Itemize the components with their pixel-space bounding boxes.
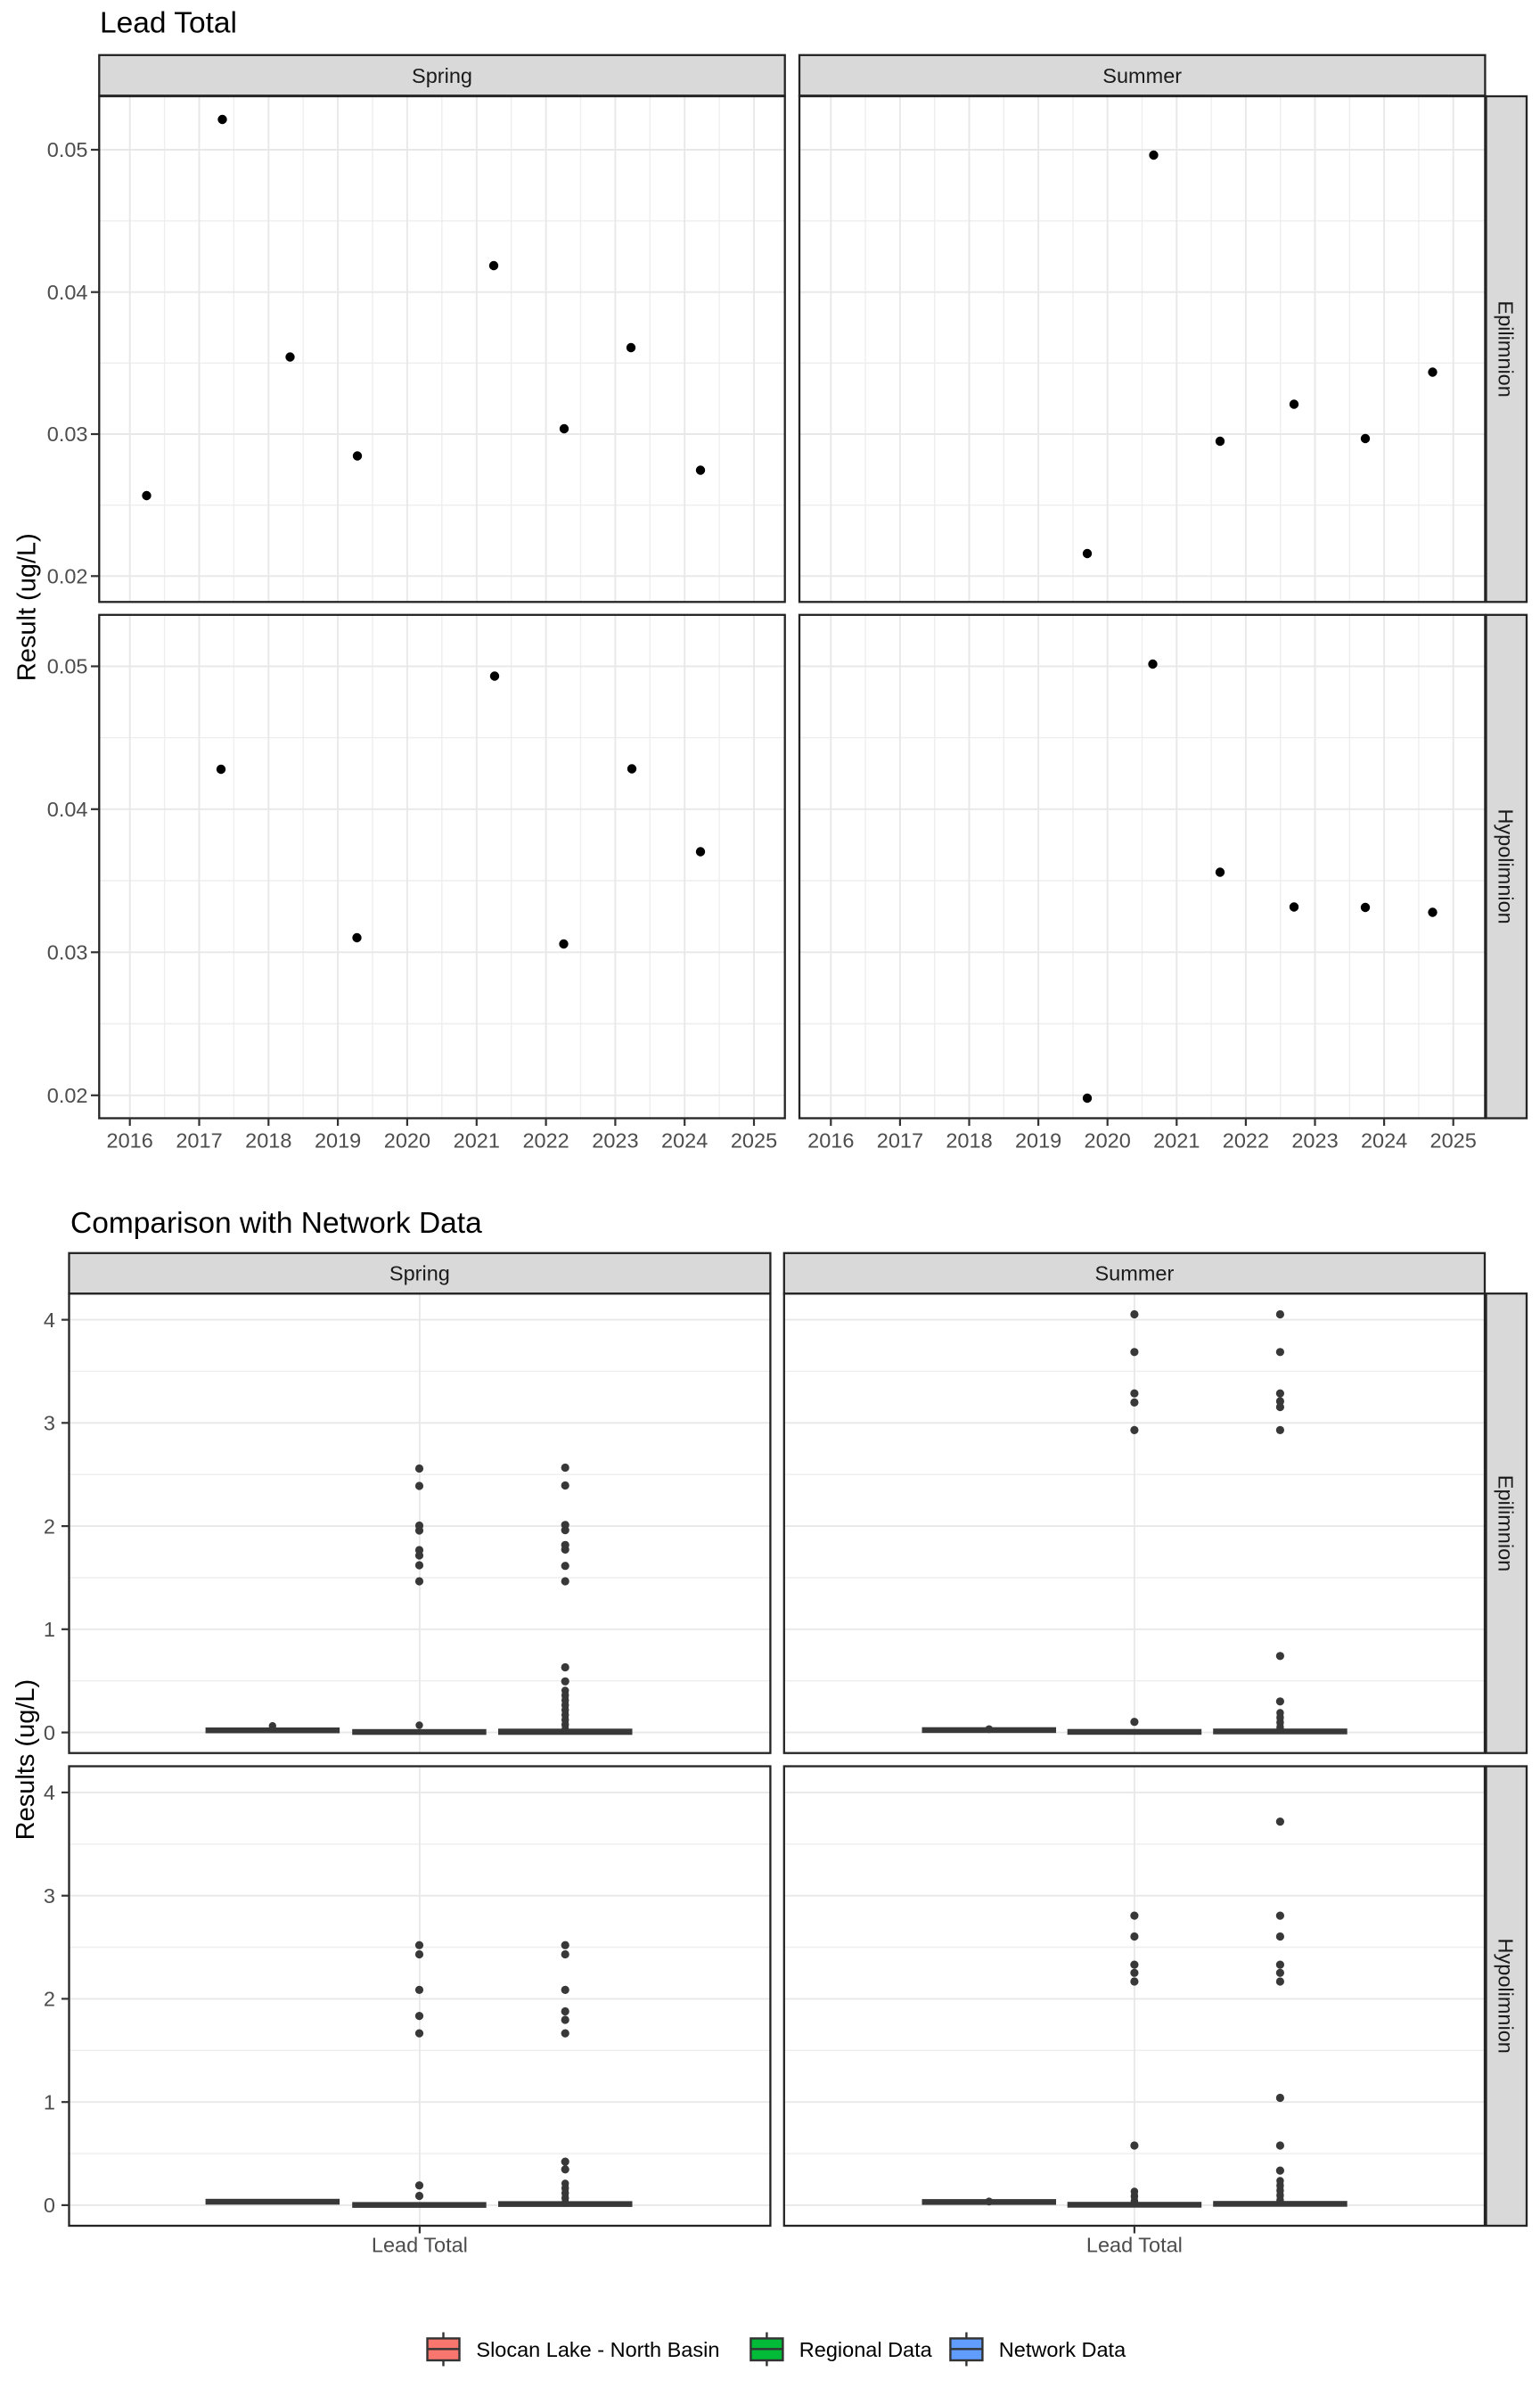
svg-text:Comparison with Network Data: Comparison with Network Data xyxy=(70,1207,482,1240)
svg-text:0: 0 xyxy=(44,1721,55,1744)
svg-text:0.04: 0.04 xyxy=(47,798,88,821)
svg-text:Slocan Lake - North Basin: Slocan Lake - North Basin xyxy=(476,2338,719,2361)
svg-text:2021: 2021 xyxy=(1153,1129,1200,1153)
svg-text:Spring: Spring xyxy=(412,64,472,87)
svg-text:Hypolimnion: Hypolimnion xyxy=(1495,1939,1518,2054)
svg-text:2022: 2022 xyxy=(1223,1129,1269,1153)
svg-text:0.03: 0.03 xyxy=(47,423,88,446)
svg-text:2022: 2022 xyxy=(522,1129,569,1153)
svg-text:Lead Total: Lead Total xyxy=(1086,2234,1183,2257)
svg-text:0.04: 0.04 xyxy=(47,281,88,304)
svg-text:2017: 2017 xyxy=(877,1129,923,1153)
svg-text:Lead Total: Lead Total xyxy=(100,7,237,40)
svg-text:2: 2 xyxy=(44,1514,55,1538)
svg-text:Epilimnion: Epilimnion xyxy=(1495,1475,1518,1571)
svg-text:0.03: 0.03 xyxy=(47,941,88,964)
svg-text:Result (ug/L): Result (ug/L) xyxy=(12,533,41,681)
svg-text:0.02: 0.02 xyxy=(47,565,88,588)
svg-text:2018: 2018 xyxy=(946,1129,992,1153)
svg-text:2018: 2018 xyxy=(245,1129,291,1153)
svg-text:2017: 2017 xyxy=(176,1129,222,1153)
svg-text:2019: 2019 xyxy=(315,1129,361,1153)
svg-text:0.02: 0.02 xyxy=(47,1084,88,1107)
svg-text:2025: 2025 xyxy=(1430,1129,1477,1153)
svg-text:3: 3 xyxy=(44,1884,55,1908)
svg-text:3: 3 xyxy=(44,1412,55,1435)
svg-text:Hypolimnion: Hypolimnion xyxy=(1495,808,1518,923)
svg-text:Lead Total: Lead Total xyxy=(372,2234,468,2257)
svg-text:2020: 2020 xyxy=(1085,1129,1131,1153)
svg-text:4: 4 xyxy=(44,1309,55,1332)
svg-text:Summer: Summer xyxy=(1102,64,1182,87)
svg-text:0.05: 0.05 xyxy=(47,138,88,161)
svg-text:Spring: Spring xyxy=(389,1262,450,1285)
svg-text:Network Data: Network Data xyxy=(999,2338,1126,2361)
svg-text:2025: 2025 xyxy=(731,1129,777,1153)
svg-text:4: 4 xyxy=(44,1781,55,1804)
svg-text:Regional Data: Regional Data xyxy=(799,2338,933,2361)
svg-text:2016: 2016 xyxy=(807,1129,854,1153)
svg-text:0.05: 0.05 xyxy=(47,655,88,678)
svg-text:0: 0 xyxy=(44,2194,55,2217)
svg-text:2: 2 xyxy=(44,1988,55,2011)
svg-text:2023: 2023 xyxy=(592,1129,638,1153)
svg-text:2023: 2023 xyxy=(1291,1129,1338,1153)
svg-text:2019: 2019 xyxy=(1015,1129,1061,1153)
svg-text:2024: 2024 xyxy=(661,1129,708,1153)
svg-text:1: 1 xyxy=(44,1618,55,1641)
svg-text:2024: 2024 xyxy=(1361,1129,1407,1153)
svg-text:1: 1 xyxy=(44,2090,55,2113)
svg-text:Summer: Summer xyxy=(1095,1262,1175,1285)
svg-text:2020: 2020 xyxy=(384,1129,430,1153)
svg-text:Epilimnion: Epilimnion xyxy=(1495,300,1518,397)
svg-text:Results (ug/L): Results (ug/L) xyxy=(12,1679,40,1841)
svg-text:2021: 2021 xyxy=(454,1129,500,1153)
svg-text:2016: 2016 xyxy=(107,1129,153,1153)
